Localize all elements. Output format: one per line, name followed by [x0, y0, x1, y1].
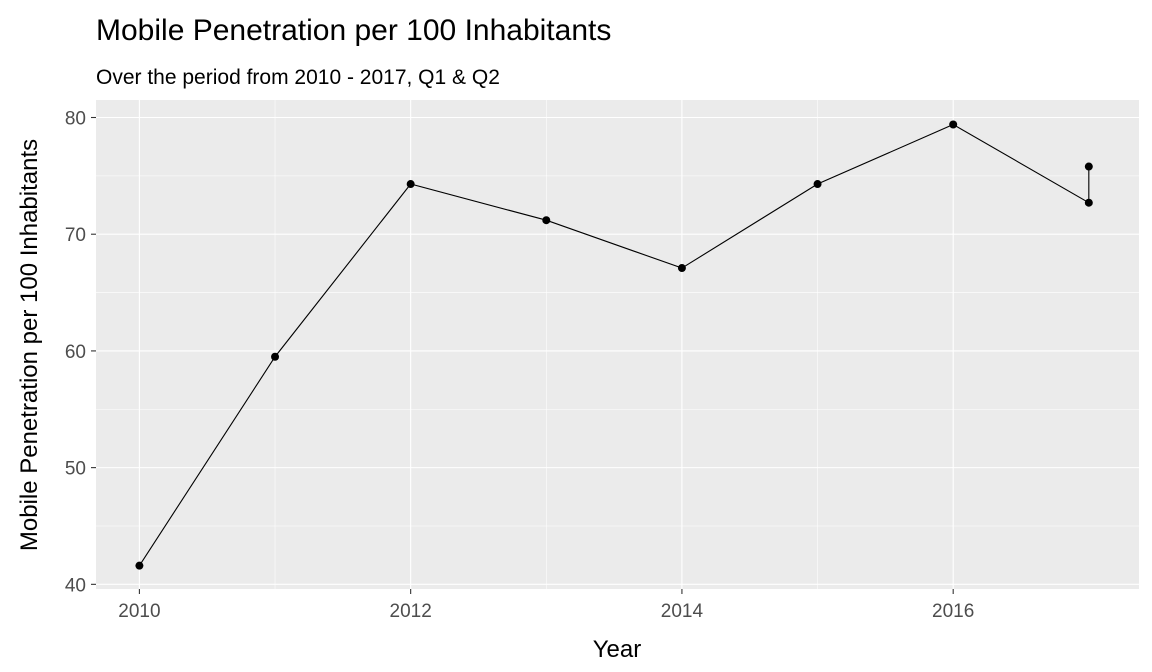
x-tick-label: 2016 [932, 601, 974, 622]
x-tick-label: 2010 [118, 601, 160, 622]
y-tick-label: 40 [65, 575, 86, 596]
plot-panel [96, 100, 1139, 589]
x-tick-label: 2012 [390, 601, 432, 622]
y-tick-label: 70 [65, 225, 86, 246]
data-point [677, 264, 686, 273]
y-axis: 40 50 60 70 80 [65, 109, 96, 596]
x-axis-title: Year [593, 636, 642, 663]
y-tick-label: 60 [65, 342, 86, 363]
data-point [1084, 162, 1093, 171]
data-point [406, 180, 415, 189]
data-point [135, 561, 144, 570]
data-point [813, 180, 822, 189]
data-point [1084, 198, 1093, 207]
y-tick-label: 80 [65, 109, 86, 130]
y-tick-label: 50 [65, 459, 86, 480]
y-axis-title: Mobile Penetration per 100 Inhabitants [16, 139, 43, 551]
x-tick-label: 2014 [661, 601, 704, 622]
x-axis: 2010 2012 2014 2016 [118, 589, 974, 622]
data-point [949, 120, 958, 129]
chart-title: Mobile Penetration per 100 Inhabitants [96, 14, 611, 47]
series-layer [135, 120, 1093, 570]
data-point [542, 216, 551, 225]
major-gridlines [96, 100, 1139, 589]
data-point [271, 352, 280, 361]
chart-subtitle: Over the period from 2010 - 2017, Q1 & Q… [96, 66, 500, 89]
